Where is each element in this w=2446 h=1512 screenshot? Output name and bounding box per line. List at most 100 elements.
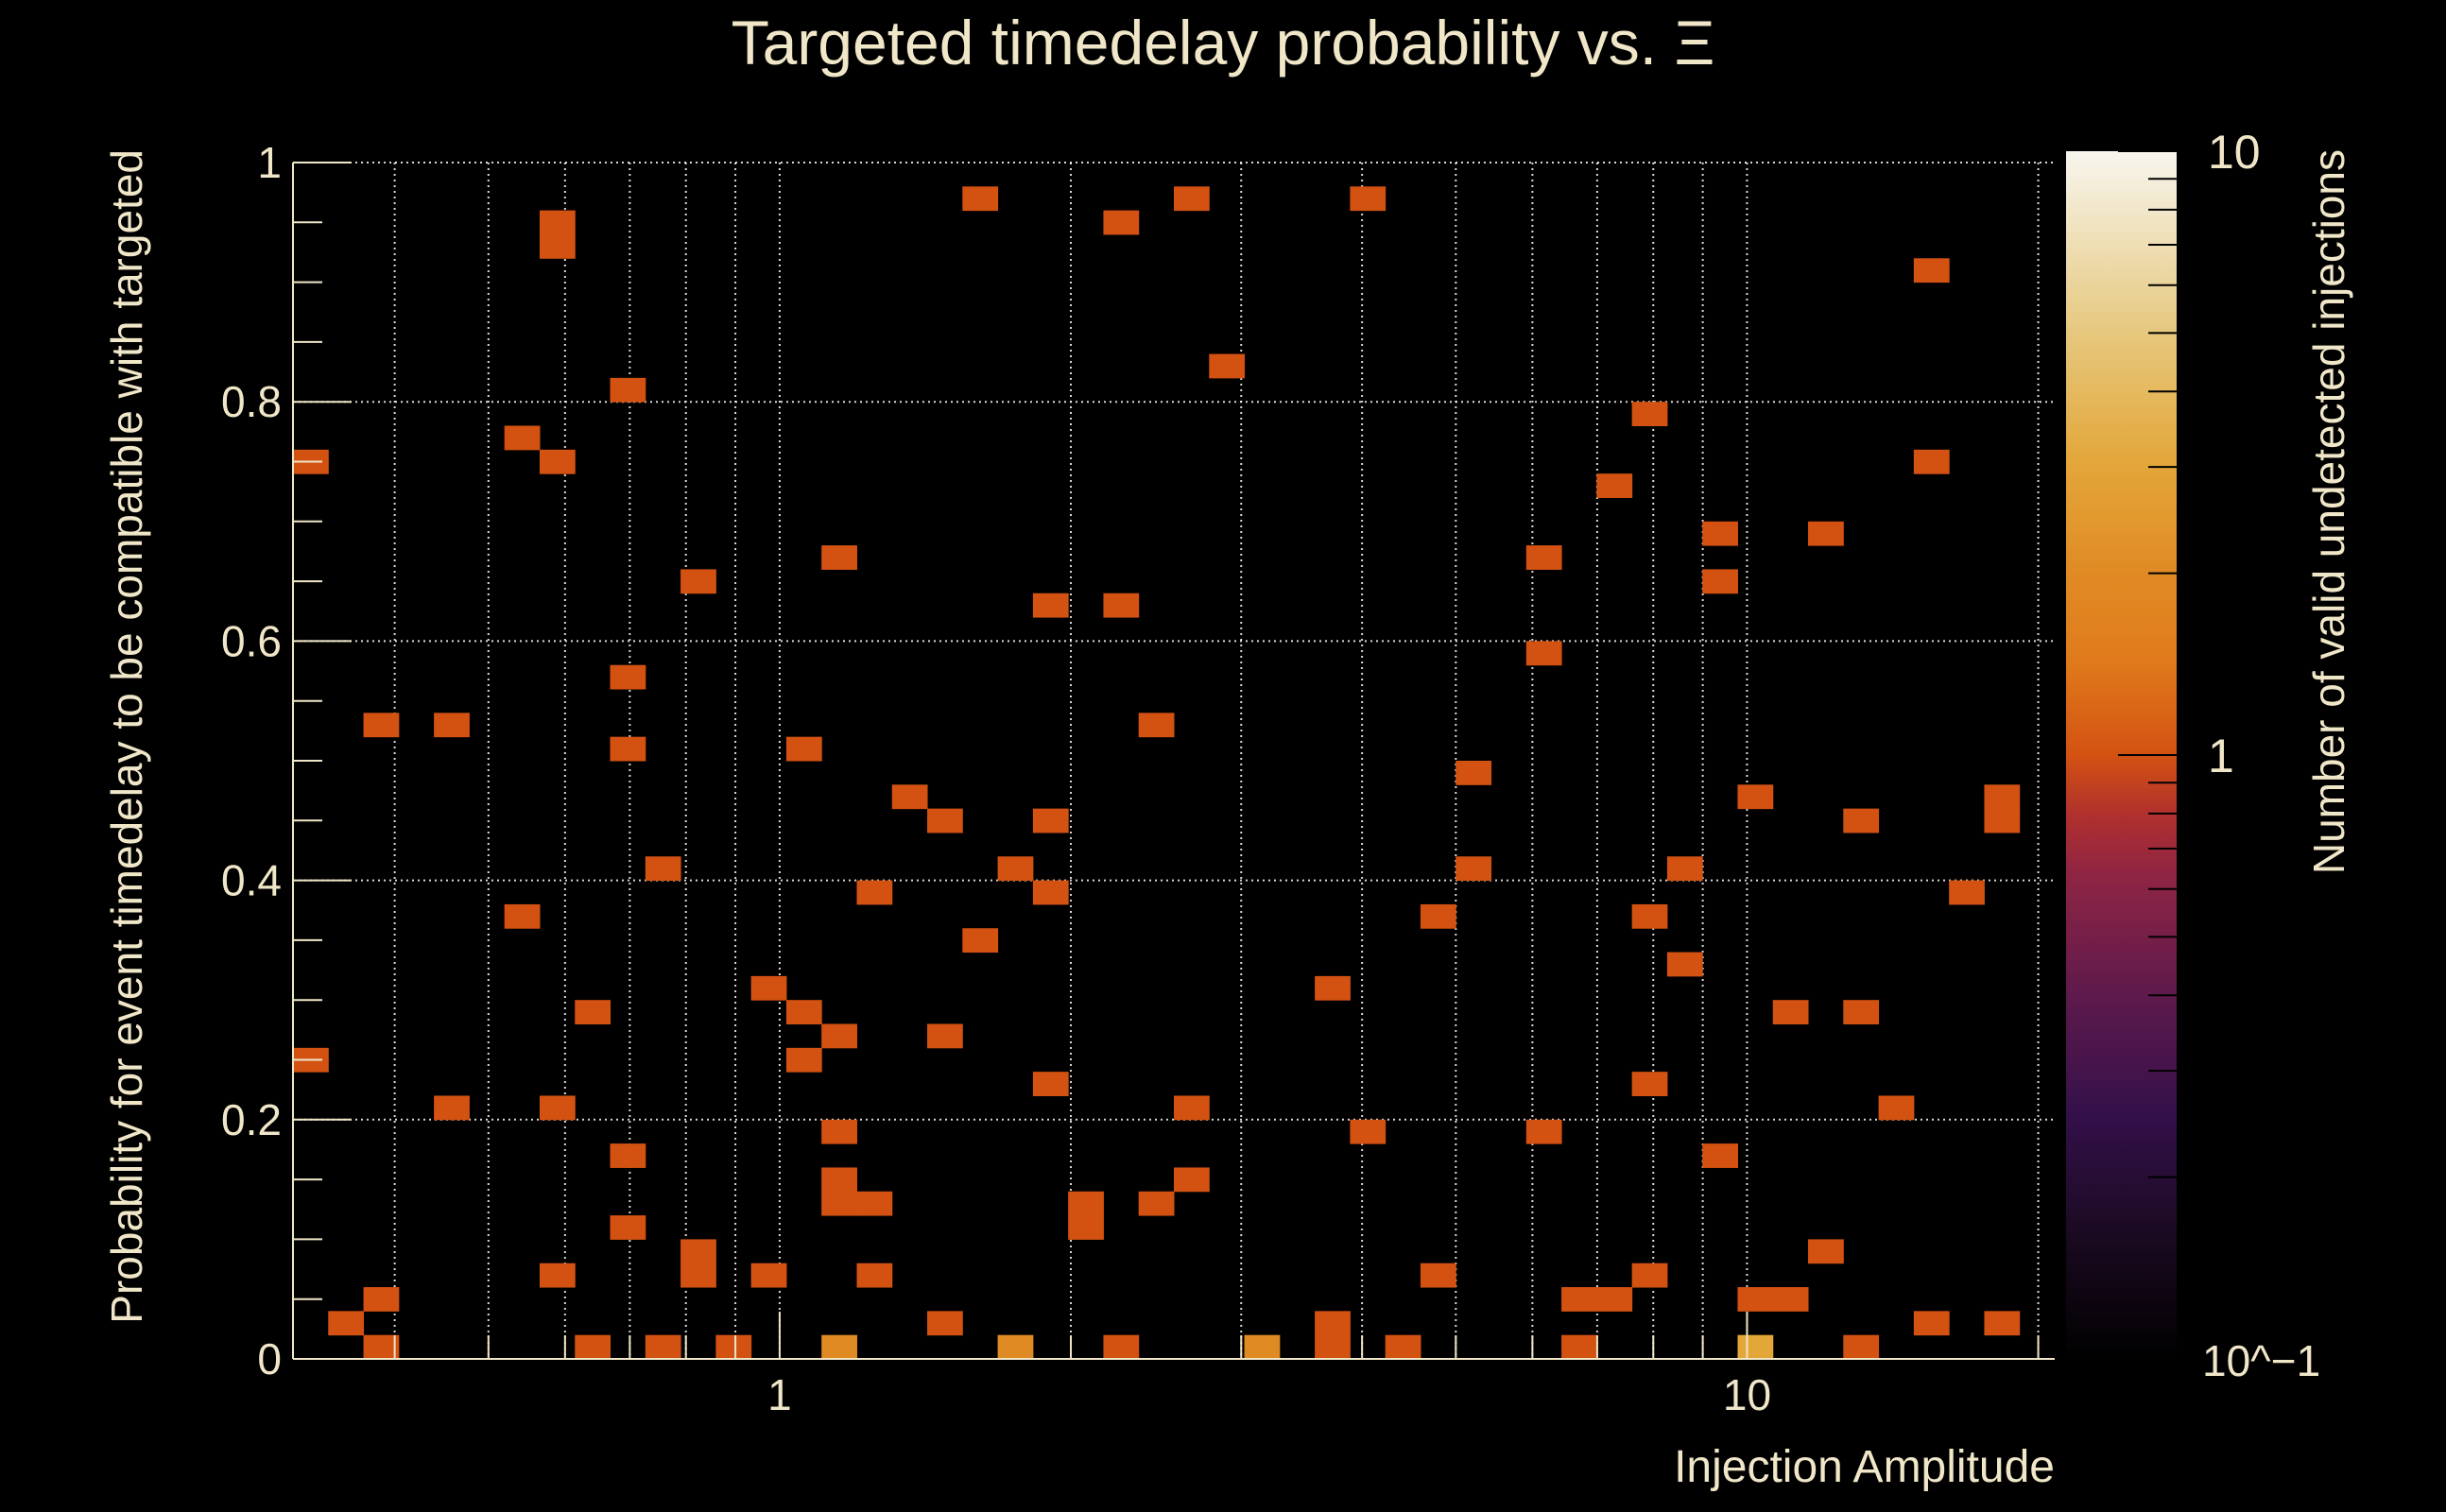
heatmap-cell <box>1631 903 1668 929</box>
heatmap-cell <box>1984 808 2021 833</box>
heatmap-cell <box>750 1263 787 1288</box>
heatmap-cell <box>821 1119 857 1144</box>
heatmap-cell <box>363 713 400 738</box>
heatmap-cell <box>1525 545 1562 570</box>
x-tick-label: 1 <box>767 1370 792 1419</box>
heatmap-cell <box>1808 1239 1844 1264</box>
x-axis-label: Injection Amplitude <box>1674 1442 2055 1492</box>
heatmap-cell <box>1174 1095 1210 1121</box>
heatmap-cell <box>750 975 787 1001</box>
heatmap-cell <box>1596 473 1633 498</box>
heatmap-cell <box>610 1143 646 1168</box>
heatmap-cell <box>1878 1095 1915 1121</box>
heatmap-cell <box>856 1263 893 1288</box>
heatmap-cell <box>434 713 470 738</box>
heatmap-cell <box>1808 521 1844 546</box>
heatmap-cell <box>1843 808 1880 833</box>
heatmap-cell <box>1913 1311 1950 1336</box>
heatmap-cell <box>539 233 576 259</box>
heatmap-cell <box>927 808 963 833</box>
heatmap-cell <box>997 856 1034 882</box>
heatmap-cell <box>1737 1287 1774 1312</box>
colorbar-tick-label: 1 <box>2208 730 2234 782</box>
heatmap-cell <box>1103 593 1140 618</box>
heatmap-cell <box>856 1191 893 1216</box>
heatmap-cell <box>1843 1334 1880 1360</box>
heatmap-cell <box>1420 1263 1456 1288</box>
colorbar: 10 1 <box>2066 126 2261 1360</box>
heatmap-cell <box>1068 1191 1104 1216</box>
heatmap-cell <box>539 1263 576 1288</box>
heatmap-cell <box>1913 449 1950 474</box>
y-tick-label: 0.4 <box>221 856 282 905</box>
heatmap-cell <box>1315 1311 1351 1336</box>
heatmap-cell <box>328 1311 365 1336</box>
chart-title: Targeted timedelay probability vs. Ξ <box>732 8 1715 77</box>
heatmap-cell <box>821 545 857 570</box>
heatmap-cell <box>1032 1072 1069 1096</box>
heatmap-cell <box>1138 713 1175 738</box>
colorbar-label: Number of valid undetected injections <box>2304 149 2353 874</box>
heatmap-cell <box>575 1334 612 1360</box>
heatmap-cell <box>785 1047 822 1073</box>
heatmap-cell <box>1737 1334 1774 1360</box>
heatmap-cell <box>1456 761 1492 785</box>
heatmap-cell <box>1984 784 2021 810</box>
heatmap-cell <box>1666 952 1703 977</box>
heatmap-cell <box>610 1215 646 1240</box>
heatmap-cell <box>645 856 681 882</box>
heatmap-cell <box>645 1334 681 1360</box>
heatmap-cell <box>680 1263 716 1288</box>
heatmap-cell <box>1525 1119 1562 1144</box>
heatmap-cell <box>1702 569 1738 594</box>
heatmap-cell <box>785 736 822 762</box>
heatmap-cell <box>575 1000 612 1025</box>
heatmap-cell <box>1385 1334 1421 1360</box>
heatmap-cell <box>539 449 576 474</box>
heatmap-cell <box>785 1000 822 1025</box>
axes: 0 0.2 0.4 0.6 0.8 1 1 10 <box>221 138 2055 1419</box>
heatmap-cell <box>1631 1263 1668 1288</box>
heatmap-cell <box>1666 856 1703 882</box>
heatmap-cell <box>1561 1334 1597 1360</box>
heatmap-cell <box>1631 1072 1668 1096</box>
heatmap-cell <box>610 664 646 690</box>
heatmap-cell <box>821 1023 857 1049</box>
heatmap-cell <box>1174 186 1210 212</box>
heatmap-cell <box>962 186 999 212</box>
heatmap-cell <box>821 1191 857 1216</box>
y-tick-label: 0 <box>257 1334 282 1383</box>
heatmap-cell <box>1103 1334 1140 1360</box>
heatmap-cell <box>1420 903 1456 929</box>
heatmap-cell <box>1596 1287 1633 1312</box>
heatmap-cell <box>680 569 716 594</box>
y-tick-label: 0.8 <box>221 377 282 426</box>
heatmap-cell <box>1315 975 1351 1001</box>
heatmap-cell <box>680 1239 716 1264</box>
heatmap-cell <box>1350 186 1387 212</box>
heatmap-cell <box>1068 1215 1104 1240</box>
heatmap-cell <box>610 736 646 762</box>
heatmap-cell <box>1456 856 1492 882</box>
heatmap-cells <box>293 186 2021 1360</box>
y-tick-label: 0.6 <box>221 616 282 665</box>
x-tick-label: 10 <box>1723 1370 1771 1419</box>
heatmap-cell <box>539 1095 576 1121</box>
heatmap-cell <box>1949 880 1985 905</box>
heatmap-cell <box>821 1167 857 1193</box>
heatmap-cell <box>1702 1143 1738 1168</box>
heatmap-cell <box>1631 402 1668 427</box>
heatmap-cell <box>1032 593 1069 618</box>
heatmap-cell <box>927 1311 963 1336</box>
heatmap-cell <box>891 784 928 810</box>
heatmap-cell <box>1315 1334 1351 1360</box>
heatmap-cell <box>610 377 646 403</box>
y-tick-label: 0.2 <box>221 1095 282 1144</box>
heatmap-cell <box>1561 1287 1597 1312</box>
heatmap-cell <box>1209 353 1246 379</box>
heatmap-cell <box>1350 1119 1387 1144</box>
heatmap-cell <box>504 425 541 451</box>
heatmap-cell <box>434 1095 470 1121</box>
